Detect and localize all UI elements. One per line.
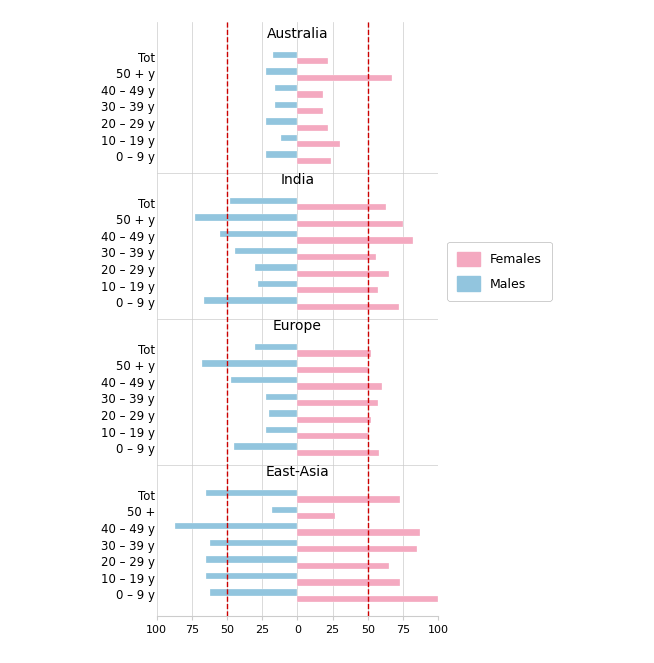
Bar [298,512,336,519]
Bar [195,214,298,221]
Bar [298,237,413,244]
Bar [281,135,298,141]
Bar [298,596,438,602]
Bar [298,579,400,585]
Text: 20 – 29 y: 20 – 29 y [101,118,155,131]
Legend: Females, Males: Females, Males [447,242,552,300]
Bar [266,394,298,400]
Bar [272,507,298,512]
Text: 0 – 9 y: 0 – 9 y [116,297,155,310]
Bar [220,231,298,237]
Bar [206,556,298,563]
Text: 50 + y: 50 + y [116,360,155,373]
Bar [298,304,399,310]
Text: Australia: Australia [267,27,328,40]
Bar [255,344,298,350]
Text: 40 – 49 y: 40 – 49 y [101,377,155,390]
Text: 10 – 19 y: 10 – 19 y [101,280,155,294]
Text: Tot: Tot [138,198,155,211]
Bar [232,377,298,383]
Bar [298,158,331,164]
Bar [210,589,298,596]
Bar [298,141,339,147]
Bar [258,281,298,287]
Bar [298,563,389,569]
Bar [210,540,298,546]
Text: 40 – 49 y: 40 – 49 y [101,231,155,244]
Bar [201,361,298,367]
Bar [235,248,298,254]
Text: 30 – 39 y: 30 – 39 y [101,247,155,261]
Bar [298,400,378,406]
Bar [269,410,298,416]
Bar [298,204,386,210]
Bar [298,91,323,97]
Text: 20 – 29 y: 20 – 29 y [101,264,155,277]
Bar [298,416,371,423]
Bar [298,271,389,277]
Bar [298,383,382,390]
Text: 30 – 39 y: 30 – 39 y [101,540,155,552]
Bar [266,427,298,433]
Bar [266,118,298,125]
Text: East-Asia: East-Asia [266,465,330,479]
Bar [298,125,328,131]
Text: 10 – 19 y: 10 – 19 y [101,573,155,585]
Bar [298,221,403,227]
Bar [298,450,379,456]
Text: 50 + y: 50 + y [116,214,155,227]
Text: Tot: Tot [138,52,155,64]
Text: 0 – 9 y: 0 – 9 y [116,151,155,164]
Bar [298,530,420,536]
Bar [298,546,417,552]
Text: 10 – 19 y: 10 – 19 y [101,427,155,440]
Bar [230,198,298,204]
Bar [205,298,298,304]
Bar [255,265,298,271]
Text: India: India [281,173,315,187]
Bar [234,444,298,450]
Bar [275,101,298,108]
Bar [298,254,376,261]
Bar [298,367,368,373]
Bar [266,68,298,75]
Bar [175,523,298,530]
Text: Tot: Tot [138,490,155,503]
Text: 50 + y: 50 + y [116,68,155,82]
Bar [298,75,392,81]
Text: Tot: Tot [138,343,155,357]
Bar [206,573,298,579]
Text: 0 – 9 y: 0 – 9 y [116,444,155,456]
Text: 0 – 9 y: 0 – 9 y [116,589,155,602]
Text: 30 – 39 y: 30 – 39 y [101,393,155,406]
Bar [298,350,371,357]
Bar [298,108,323,114]
Bar [298,287,378,294]
Text: 10 – 19 y: 10 – 19 y [101,135,155,148]
Text: 40 – 49 y: 40 – 49 y [101,523,155,536]
Bar [273,52,298,58]
Text: 30 – 39 y: 30 – 39 y [101,101,155,115]
Bar [298,496,400,503]
Text: 20 – 29 y: 20 – 29 y [101,556,155,569]
Bar [298,433,368,440]
Text: 20 – 29 y: 20 – 29 y [101,410,155,423]
Bar [266,151,298,158]
Bar [206,490,298,496]
Bar [275,85,298,91]
Text: 50 +: 50 + [127,507,155,519]
Text: Europe: Europe [273,319,322,333]
Text: 40 – 49 y: 40 – 49 y [101,85,155,98]
Bar [298,58,328,64]
